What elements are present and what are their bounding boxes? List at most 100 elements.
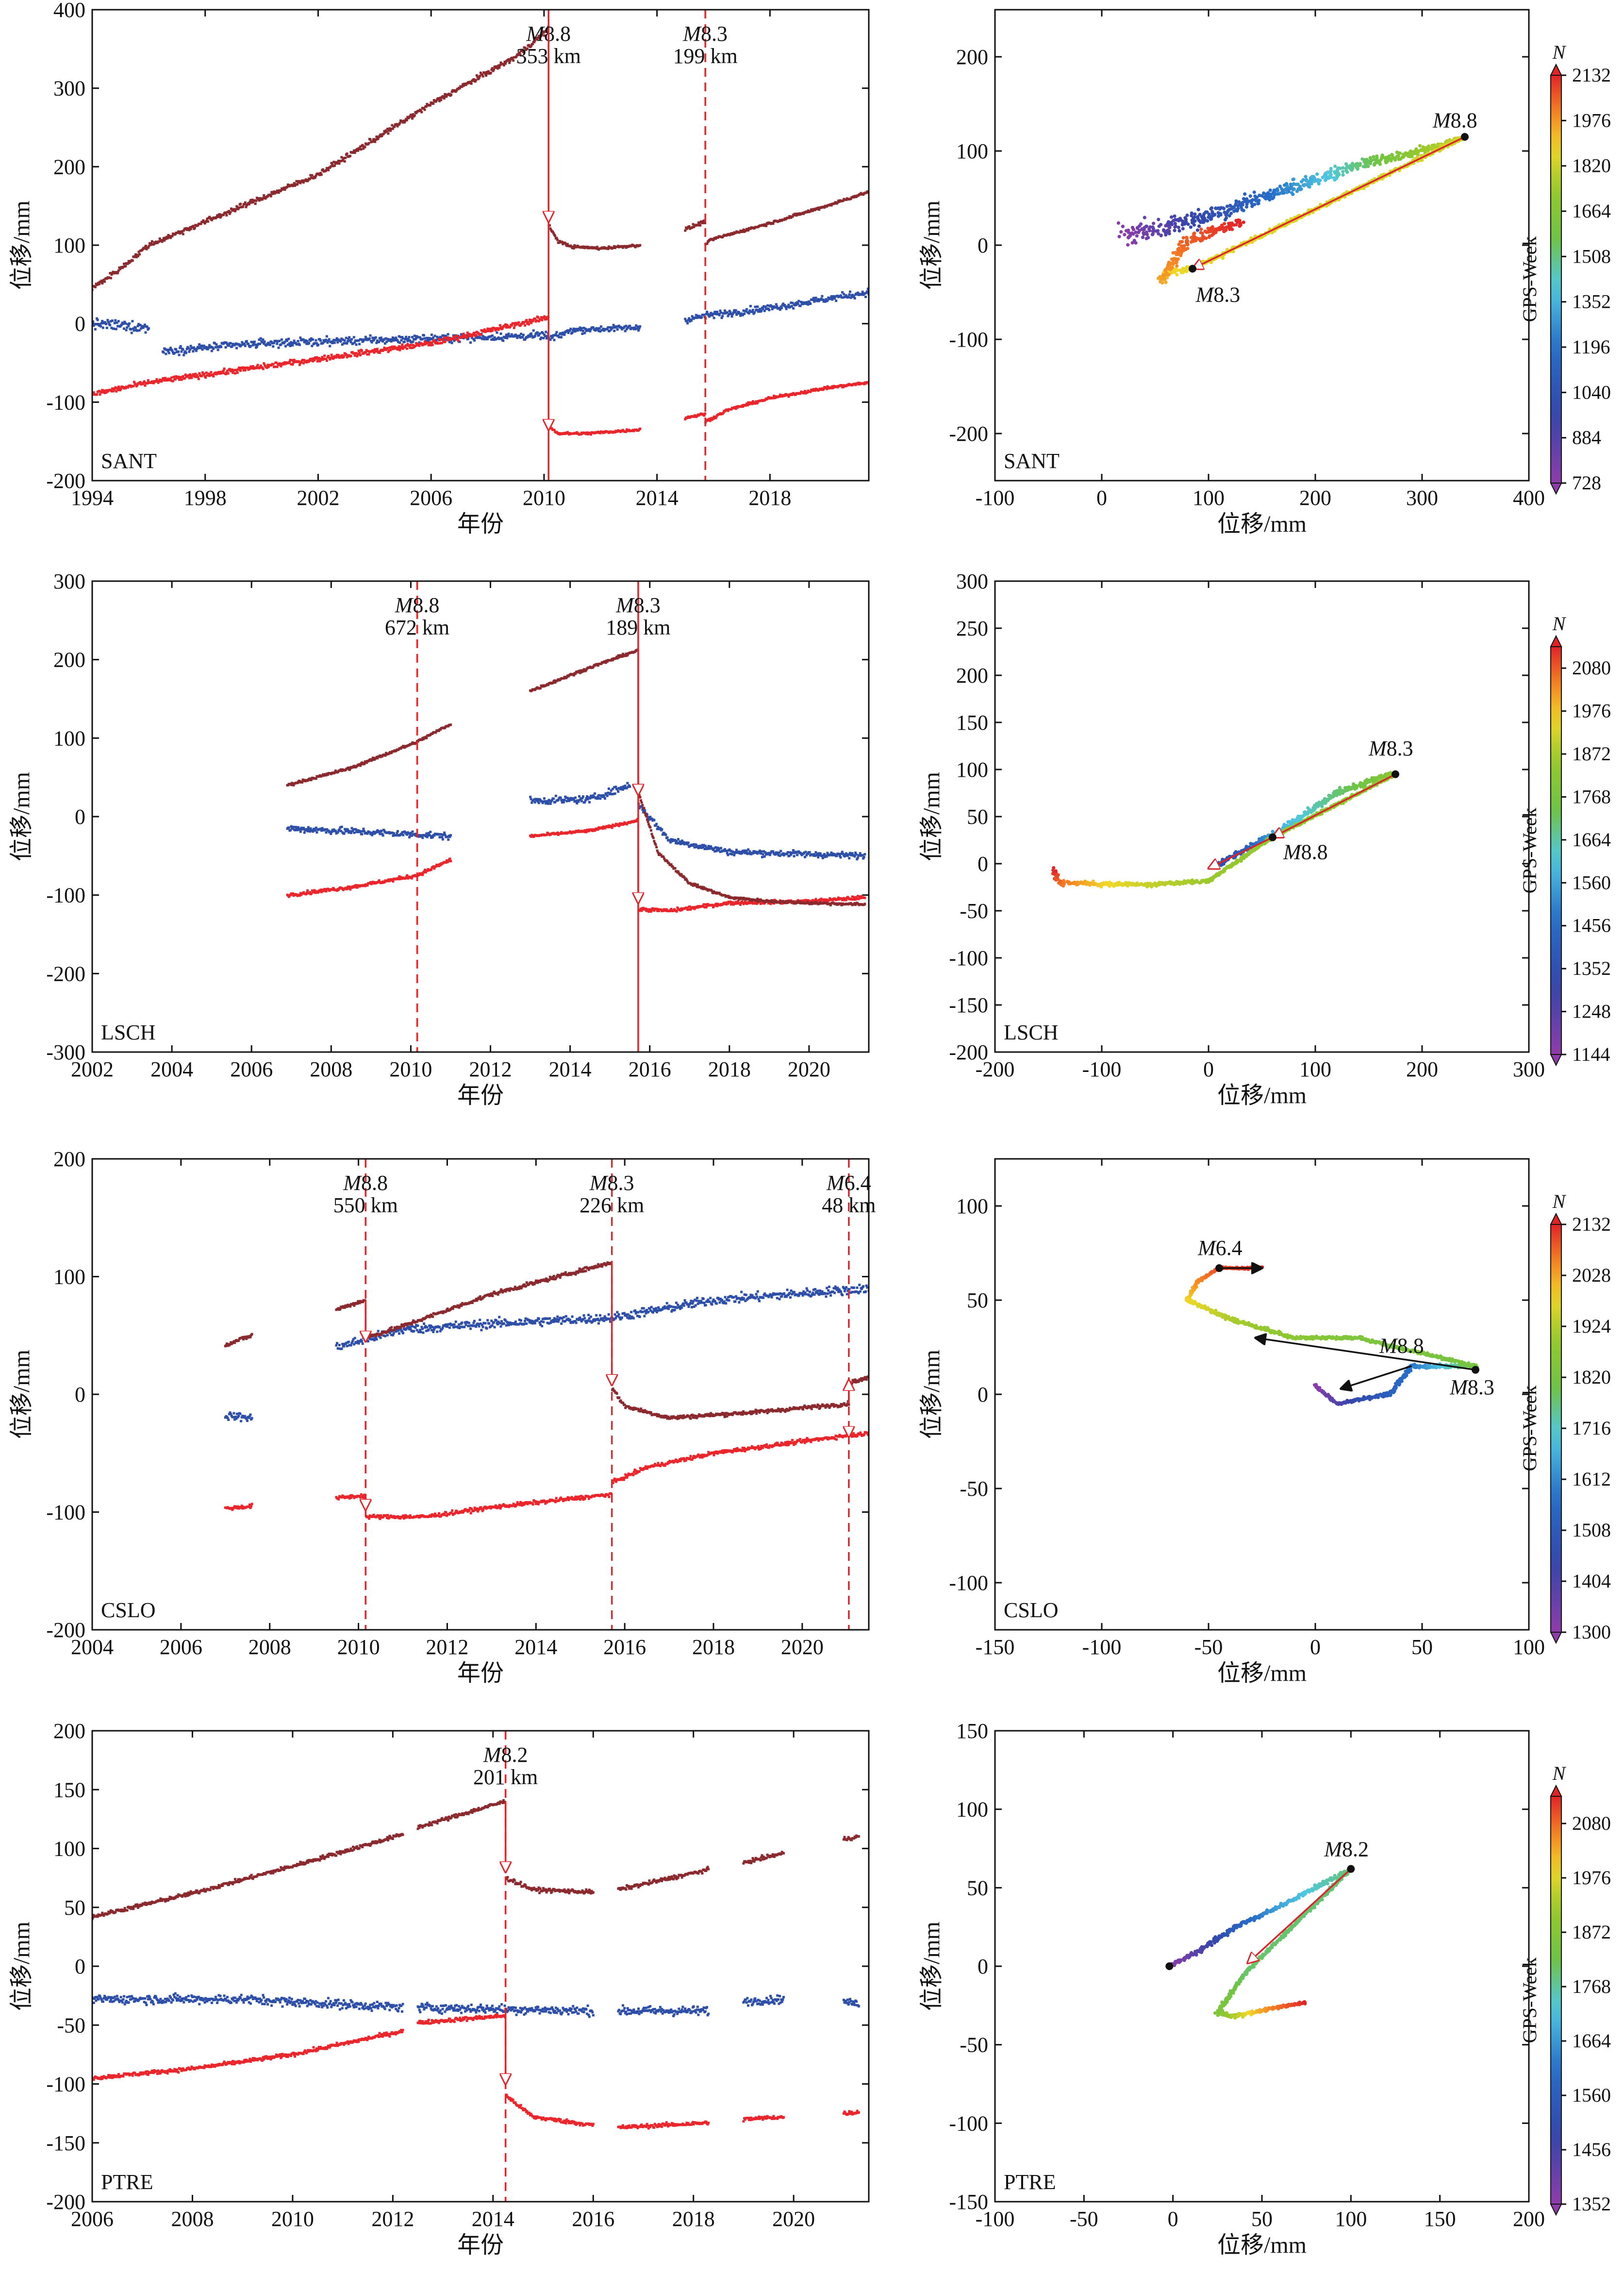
data-point xyxy=(315,339,317,342)
data-point xyxy=(696,224,699,227)
data-point xyxy=(410,341,413,344)
data-point xyxy=(302,826,305,829)
data-point xyxy=(374,348,377,351)
data-point xyxy=(308,360,311,363)
data-point xyxy=(851,852,854,855)
data-point xyxy=(311,889,314,892)
data-point xyxy=(786,851,789,853)
data-point xyxy=(229,342,232,345)
trajectory-point xyxy=(1192,223,1196,227)
data-point xyxy=(781,304,784,307)
data-point xyxy=(225,371,228,374)
data-point xyxy=(507,58,510,61)
data-point xyxy=(687,318,690,321)
data-point xyxy=(237,208,240,211)
data-point xyxy=(234,210,236,213)
trajectory-point xyxy=(1234,199,1238,203)
data-point xyxy=(807,209,810,212)
data-point xyxy=(726,852,729,854)
data-point xyxy=(104,321,107,324)
data-point xyxy=(405,347,408,350)
data-point xyxy=(200,344,203,347)
data-point xyxy=(624,785,627,787)
data-point xyxy=(187,227,190,230)
data-point xyxy=(545,331,547,334)
data-point xyxy=(380,336,382,339)
trajectory-point xyxy=(1223,222,1226,226)
data-point xyxy=(144,331,147,334)
x-tick-label: 200 xyxy=(1299,486,1331,510)
data-point xyxy=(809,302,812,305)
data-point xyxy=(441,836,444,838)
data-point xyxy=(290,341,293,344)
data-point xyxy=(305,828,308,831)
data-point xyxy=(762,850,765,853)
data-point xyxy=(475,335,478,338)
data-point xyxy=(533,39,536,42)
trajectory-point xyxy=(1341,169,1345,174)
data-point xyxy=(185,228,188,231)
data-point xyxy=(99,323,101,326)
trajectory-point xyxy=(1231,205,1235,209)
data-point xyxy=(299,892,302,895)
data-point xyxy=(115,328,117,331)
data-point xyxy=(857,383,860,385)
trajectory-point xyxy=(1168,226,1172,230)
data-point xyxy=(341,343,344,346)
data-point xyxy=(96,318,99,321)
data-point xyxy=(613,245,616,248)
trajectory-point xyxy=(1173,221,1177,225)
data-point xyxy=(559,332,562,335)
data-point xyxy=(537,334,540,336)
data-point xyxy=(804,390,807,392)
data-point xyxy=(440,342,443,345)
data-point xyxy=(332,338,335,341)
data-point xyxy=(594,792,597,795)
data-point xyxy=(671,840,674,843)
data-point xyxy=(311,829,314,832)
data-point xyxy=(417,336,420,339)
data-point xyxy=(216,346,218,349)
data-point xyxy=(775,303,778,306)
data-point xyxy=(685,841,688,844)
data-point xyxy=(344,156,347,159)
data-point xyxy=(294,341,297,344)
data-point xyxy=(343,339,346,342)
data-point xyxy=(219,372,222,375)
data-point xyxy=(98,389,100,392)
data-point xyxy=(166,235,168,238)
data-point xyxy=(373,351,376,354)
data-point xyxy=(602,327,605,330)
data-point xyxy=(762,305,765,308)
colorbar: 72888410401196135215081664182019762132NG… xyxy=(1519,41,1611,495)
data-point xyxy=(291,827,294,830)
data-point xyxy=(504,62,507,65)
data-point xyxy=(591,796,594,799)
data-point xyxy=(333,164,336,167)
data-point xyxy=(349,341,352,344)
trajectory-point xyxy=(1206,219,1210,223)
data-point xyxy=(359,830,362,833)
data-point xyxy=(755,400,758,403)
data-point xyxy=(412,344,414,347)
trajectory-point xyxy=(1193,219,1197,223)
data-point xyxy=(304,339,307,342)
colorbar-tick-label: 1196 xyxy=(1572,336,1610,358)
data-point xyxy=(461,336,464,339)
trajectory-point xyxy=(1268,198,1272,202)
data-point xyxy=(533,798,536,801)
data-point xyxy=(280,343,282,346)
data-point xyxy=(328,338,331,341)
data-point xyxy=(625,786,628,789)
data-point xyxy=(222,369,225,372)
data-point xyxy=(809,390,812,393)
colorbar-tick-label: 1664 xyxy=(1572,200,1611,222)
trajectory-point xyxy=(1213,213,1217,217)
data-point xyxy=(746,853,749,855)
data-point xyxy=(659,827,662,830)
trajectory-point xyxy=(1135,234,1139,238)
data-point xyxy=(744,852,746,854)
data-point xyxy=(205,346,208,349)
data-point xyxy=(483,328,486,331)
trajectory-point xyxy=(1337,172,1341,176)
